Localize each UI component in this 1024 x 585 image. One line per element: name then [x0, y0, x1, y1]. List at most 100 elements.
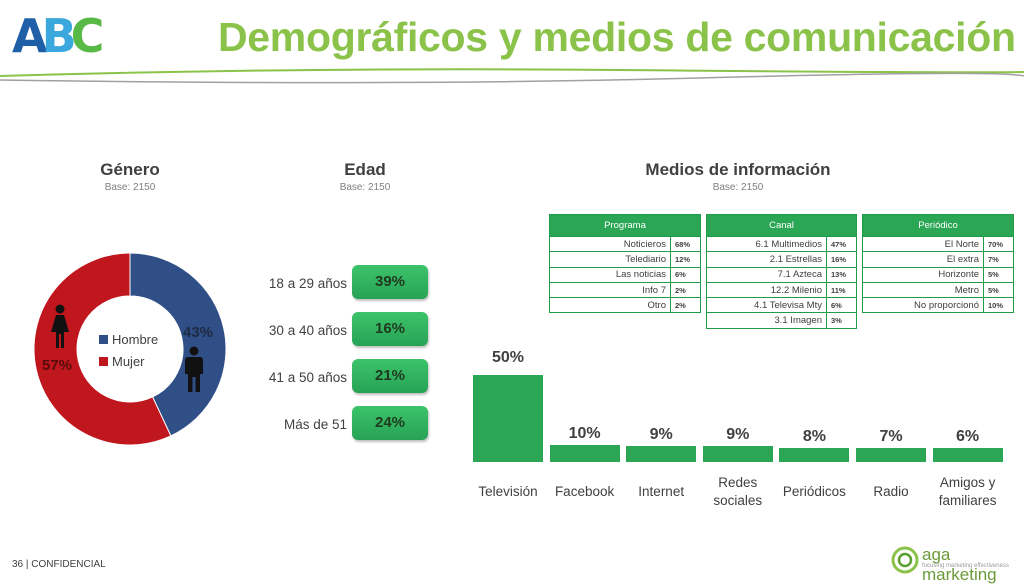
table-row: Otro 2% [549, 297, 701, 314]
cell-value: 16% [826, 251, 857, 268]
table-row: El Norte 70% [862, 235, 1014, 253]
cell-value: 5% [983, 281, 1014, 299]
bar-value-label: 9% [726, 426, 750, 444]
cell-label: 3.1 Imagen [706, 312, 827, 329]
table-row: Noticieros 68% [549, 235, 701, 253]
age-label-18-29: 18 a 29 años [268, 276, 347, 291]
bar-category-label: Televisión [478, 484, 538, 499]
cell-label: Noticieros [549, 235, 671, 253]
periodico-table: Periódico El Norte 70% El extra 7% Horizon… [862, 214, 1014, 314]
programa-table: Programa Noticieros 68% Telediario 12% Las… [549, 214, 701, 314]
genero-donut [33, 252, 227, 446]
cell-value: 47% [826, 235, 857, 253]
age-value-mas-51: 24% [352, 406, 428, 440]
genero-base: Base: 2150 [104, 182, 156, 193]
cell-label: Info 7 [549, 281, 671, 299]
legend-label-hombre: Hombre [112, 331, 159, 347]
cell-value: 5% [983, 266, 1014, 283]
table-row: Metro 5% [862, 281, 1014, 299]
table-row: No proporcionó 10% [862, 297, 1014, 314]
swirl-icon [891, 546, 919, 574]
mujer-percent: 57% [42, 357, 73, 374]
cell-value: 6% [670, 266, 701, 283]
table-row: Info 7 2% [549, 281, 701, 299]
canal-header: Canal [706, 214, 857, 237]
page-title: Demográficos y medios de comunicación [218, 14, 1016, 60]
bar-7 [932, 448, 1003, 462]
bar-category-label: Amigos y familiares [938, 475, 997, 508]
edad-base: Base: 2150 [339, 182, 391, 193]
table-row: 3.1 Imagen 3% [706, 312, 857, 329]
cell-value: 2% [670, 297, 701, 314]
age-value-30-40: 16% [352, 312, 428, 346]
legend-label-mujer: Mujer [112, 353, 145, 369]
cell-label: Metro [862, 281, 984, 299]
cell-value: 2% [670, 281, 701, 299]
cell-label: El extra [862, 251, 984, 268]
table-row: 4.1 Televisa Mty 6% [706, 297, 857, 314]
bar-3 [626, 446, 697, 462]
cell-label: 7.1 Azteca [706, 266, 827, 283]
cell-label: 2.1 Estrellas [706, 251, 827, 268]
cell-label: Otro [549, 297, 671, 314]
cell-value: 12% [670, 251, 701, 268]
cell-value: 70% [983, 235, 1014, 253]
medios-base: Base: 2150 [712, 182, 764, 193]
bar-4 [702, 446, 773, 462]
canal-table: Canal 6.1 Multimedios 47% 2.1 Estrellas 16… [706, 214, 857, 329]
footer: 36 | CONFIDENCIAL [12, 559, 106, 570]
bar-value-label: 10% [568, 424, 601, 442]
bar-category-label: Redes sociales [713, 475, 763, 508]
table-row: El extra 7% [862, 251, 1014, 268]
cell-label: El Norte [862, 235, 984, 253]
donut-slice-mujer [33, 252, 172, 446]
bar-value-label: 8% [802, 428, 826, 445]
cell-value: 3% [826, 312, 857, 329]
age-label-41-50: 41 a 50 años [268, 370, 347, 385]
bar-2 [549, 444, 620, 462]
cell-value: 7% [983, 251, 1014, 268]
table-row: 6.1 Multimedios 47% [706, 235, 857, 253]
bar-6 [856, 448, 926, 462]
medios-title: Medios de información [645, 160, 831, 179]
legend-mujer: Mujer [99, 350, 158, 372]
cell-label: Telediario [549, 251, 671, 268]
confidential-label: | CONFIDENCIAL [25, 559, 106, 570]
donut-legend: Hombre Mujer [99, 328, 158, 372]
bar-value-label: 50% [491, 349, 525, 366]
table-row: 2.1 Estrellas 16% [706, 251, 857, 268]
cell-label: No proporcionó [862, 297, 984, 314]
bar-category-label: Radio [873, 484, 909, 499]
cell-value: 11% [826, 281, 857, 299]
table-row: Horizonte 5% [862, 266, 1014, 283]
bar-category-label: Facebook [554, 484, 615, 499]
legend-swatch-mujer [99, 356, 108, 366]
cell-value: 68% [670, 235, 701, 253]
bar-1 [473, 375, 543, 462]
table-row: 7.1 Azteca 13% [706, 266, 857, 283]
cell-label: 12.2 Milenio [706, 281, 827, 299]
table-row: Telediario 12% [549, 251, 701, 268]
cell-label: Horizonte [862, 266, 984, 283]
periodico-header: Periódico [862, 214, 1014, 237]
edad-title: Edad [344, 160, 386, 179]
genero-title: Género [100, 160, 160, 179]
female-icon [51, 304, 69, 348]
cell-value: 10% [983, 297, 1014, 314]
bar-value-label: 7% [879, 428, 903, 445]
age-value-18-29: 39% [352, 265, 428, 299]
male-icon [185, 346, 203, 392]
cell-value: 6% [826, 297, 857, 314]
aga-marketing-logo: aga marketing focusing marketing effecti… [890, 545, 1020, 584]
cell-label: 6.1 Multimedios [706, 235, 827, 253]
age-label-30-40: 30 a 40 años [268, 323, 347, 338]
header-swoosh [0, 68, 1024, 84]
page-number: 36 [12, 559, 24, 570]
legend-hombre: Hombre [99, 328, 158, 350]
age-value-41-50: 21% [352, 359, 428, 393]
bar-value-label: 6% [956, 428, 980, 445]
programa-header: Programa [549, 214, 701, 237]
cell-value: 13% [826, 266, 857, 283]
brand-tagline: focusing marketing effectiveness [922, 563, 1009, 569]
table-row: Las noticias 6% [549, 266, 701, 283]
